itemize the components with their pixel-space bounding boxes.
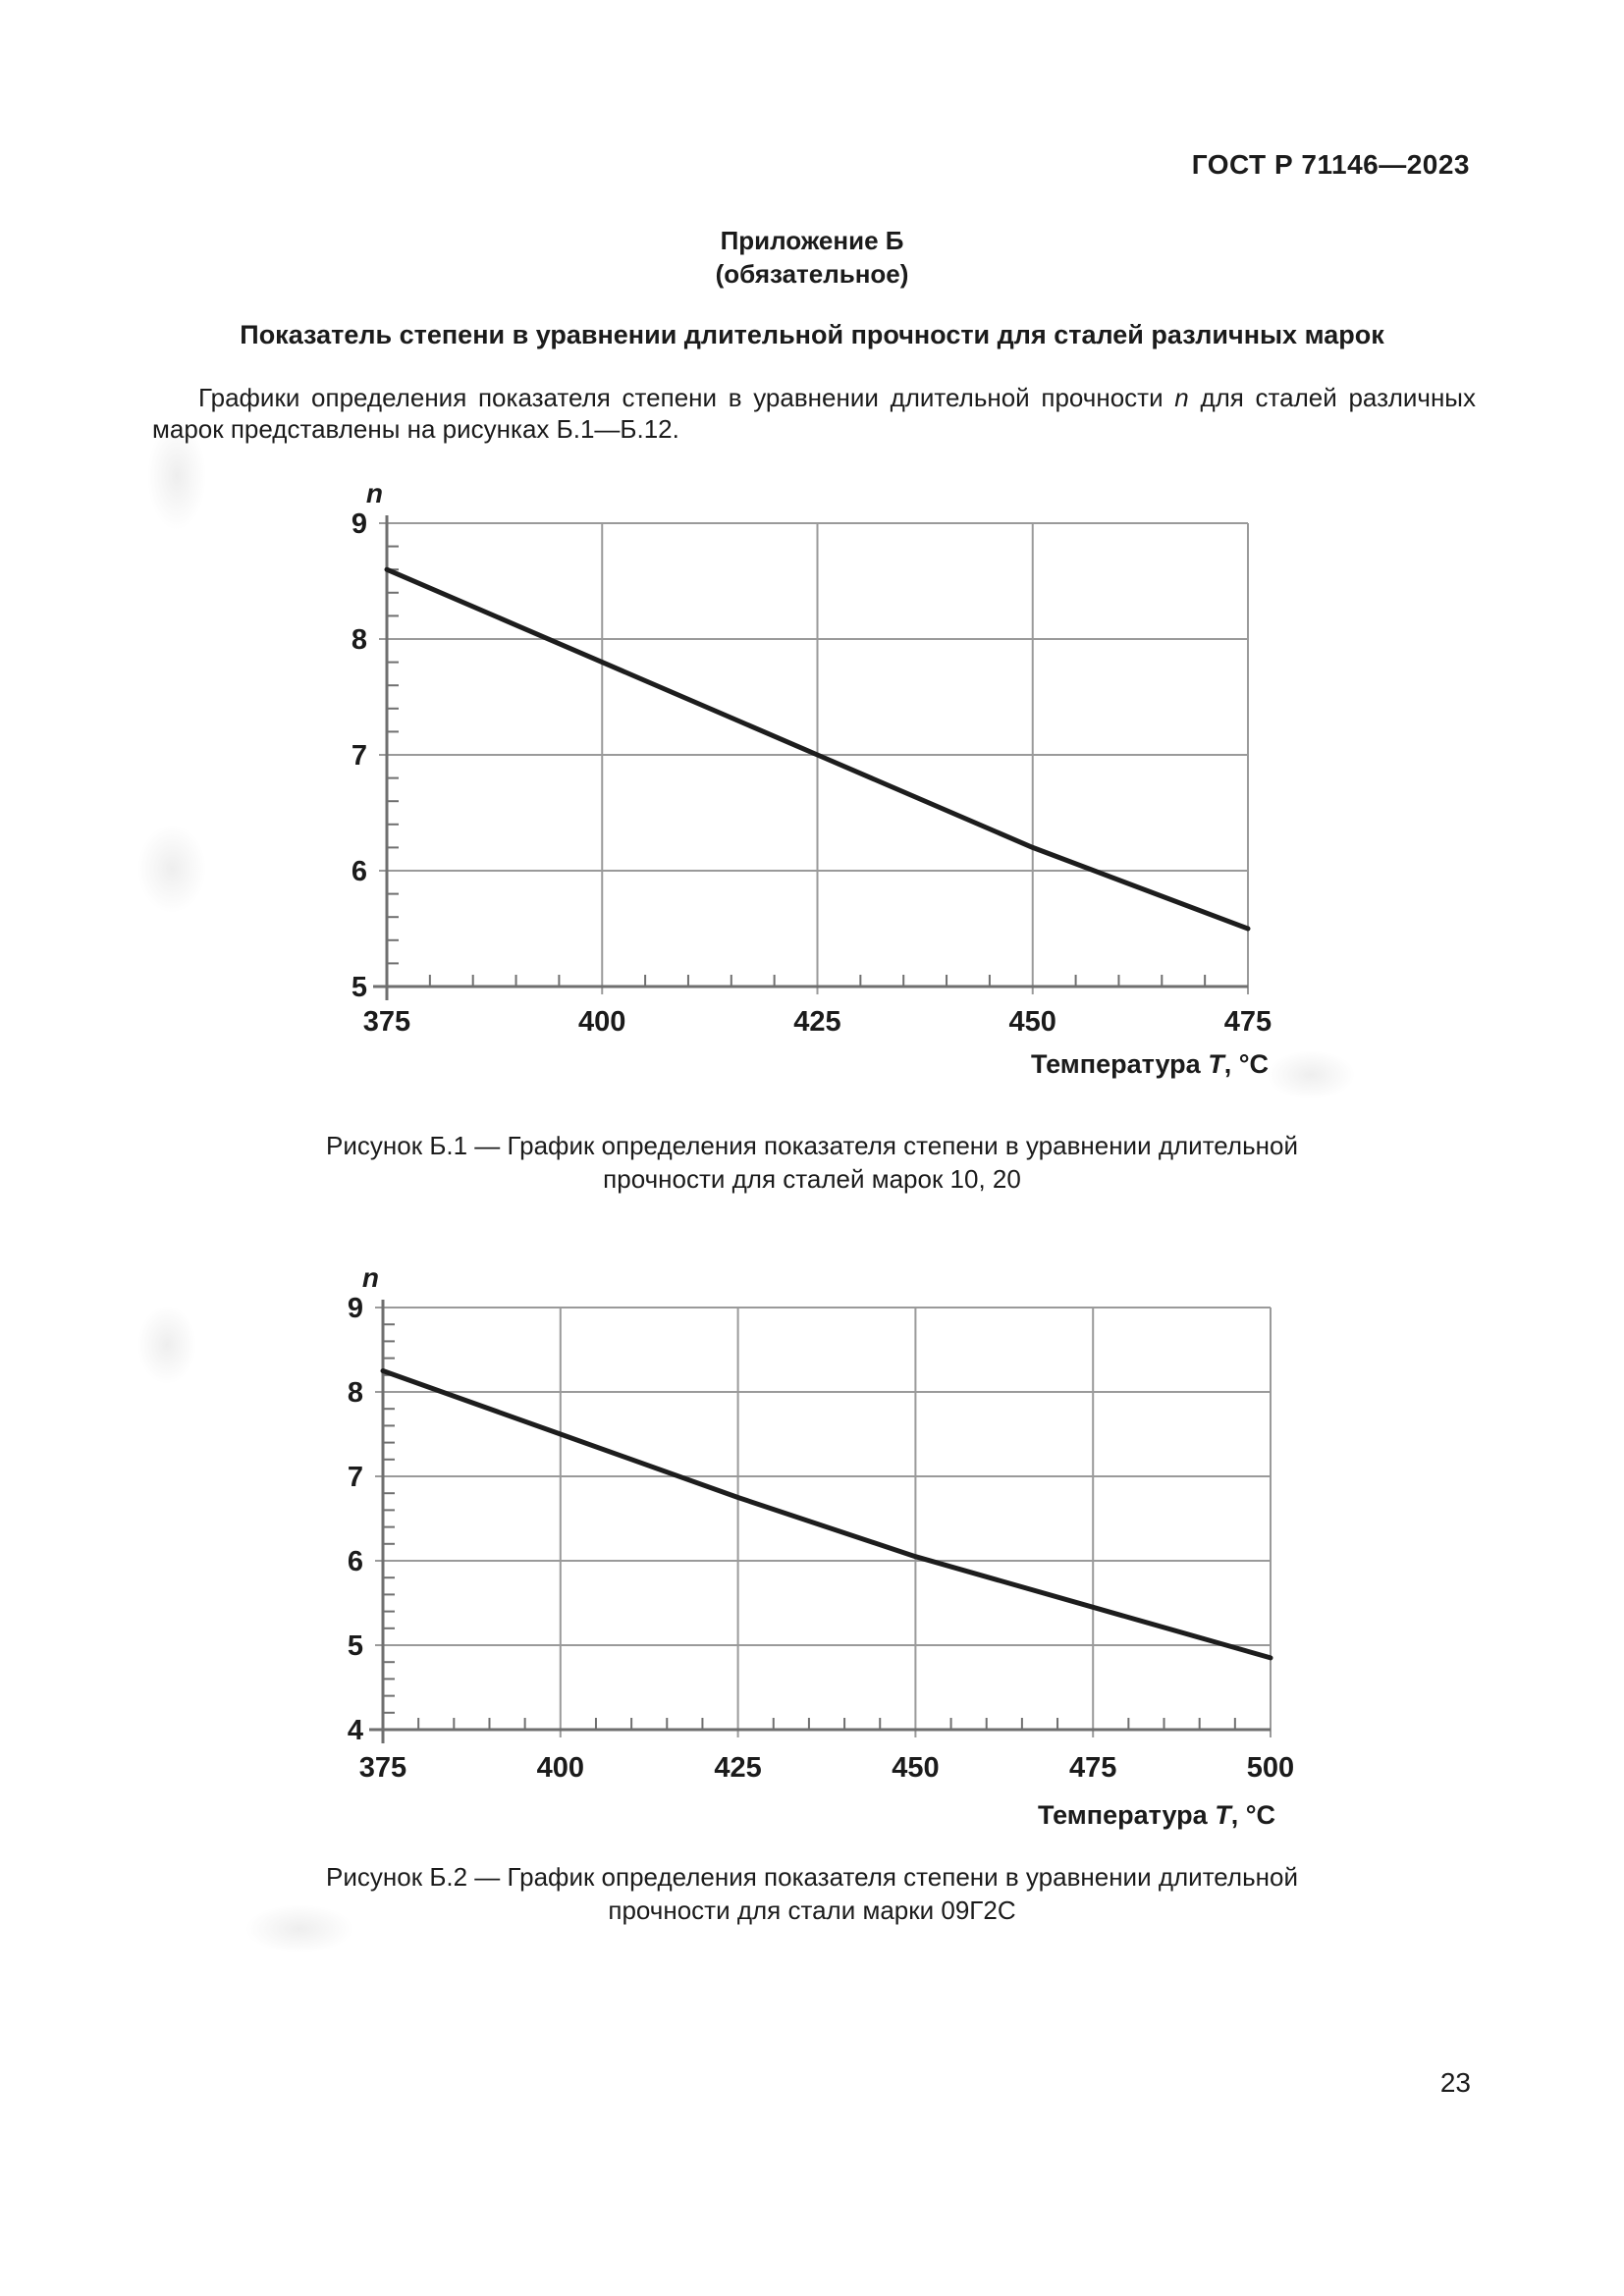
- y-tick-label: 7: [352, 740, 367, 772]
- page-number: 23: [1439, 2067, 1471, 2098]
- x-axis-title: Температура T, °C: [1031, 1049, 1269, 1079]
- y-tick-label: 4: [348, 1715, 363, 1746]
- y-tick-label: 8: [348, 1377, 363, 1409]
- intro-symbol-n: n: [1174, 383, 1189, 412]
- figure-b2: 4 5 6 7 8 9 375 400 425 450 475 500 n Температура T, …: [275, 1247, 1355, 1880]
- x-tick-label: 375: [359, 1752, 406, 1784]
- x-axis-title: Температура T, °C: [1038, 1800, 1275, 1830]
- x-tick-label: 475: [1069, 1752, 1116, 1784]
- x-tick-label: 400: [537, 1752, 584, 1784]
- figure-b1: 5 6 7 8 9 375 400 425 450 475 n Температура T, °C: [275, 461, 1355, 1134]
- chart-b2: 4 5 6 7 8 9 375 400 425 450 475 500 n Температура T, …: [348, 1262, 1294, 1830]
- y-tick-label: 6: [352, 856, 367, 887]
- appendix-subtitle: (обязательное): [715, 259, 909, 289]
- x-tick-label: 400: [578, 1006, 625, 1038]
- intro-paragraph: Графики определения показателя степени в…: [152, 382, 1476, 445]
- figure-b1-caption: Рисунок Б.1 — График определения показат…: [0, 1129, 1624, 1196]
- data-line: [380, 1368, 1273, 1661]
- y-axis-title: n: [366, 478, 383, 508]
- y-tick-label: 6: [348, 1546, 363, 1577]
- appendix-title: Приложение Б: [720, 226, 904, 255]
- data-line: [384, 566, 1251, 932]
- y-tick-label: 9: [352, 508, 367, 540]
- intro-text-after: для сталей различных марок представлены …: [152, 383, 1476, 444]
- x-tick-label: 375: [363, 1006, 410, 1038]
- x-tick-label: 450: [892, 1752, 939, 1784]
- figure-b2-caption: Рисунок Б.2 — График определения показат…: [0, 1860, 1624, 1927]
- figure-b1-caption-text: Рисунок Б.1 — График определения показат…: [326, 1131, 1298, 1194]
- y-axis-title: n: [362, 1262, 379, 1293]
- scan-artifact: [137, 825, 206, 913]
- chart-b1: 5 6 7 8 9 375 400 425 450 475 n Температура T, °C: [352, 478, 1272, 1079]
- y-tick-label: 7: [348, 1462, 363, 1493]
- section-heading: Показатель степени в уравнении длительно…: [240, 320, 1384, 349]
- x-tick-label: 500: [1247, 1752, 1294, 1784]
- x-tick-label: 425: [714, 1752, 761, 1784]
- x-tick-label: 425: [793, 1006, 840, 1038]
- y-tick-label: 9: [348, 1293, 363, 1324]
- y-tick-label: 8: [352, 624, 367, 656]
- figure-b2-caption-text: Рисунок Б.2 — График определения показат…: [326, 1862, 1298, 1925]
- x-tick-label: 450: [1009, 1006, 1056, 1038]
- y-tick-label: 5: [352, 972, 367, 1003]
- standard-number: ГОСТ Р 71146—2023: [1191, 149, 1470, 180]
- x-tick-label: 475: [1224, 1006, 1272, 1038]
- intro-text-before: Графики определения показателя степени в…: [198, 383, 1175, 412]
- y-tick-label: 5: [348, 1630, 363, 1662]
- scan-artifact: [137, 1306, 196, 1384]
